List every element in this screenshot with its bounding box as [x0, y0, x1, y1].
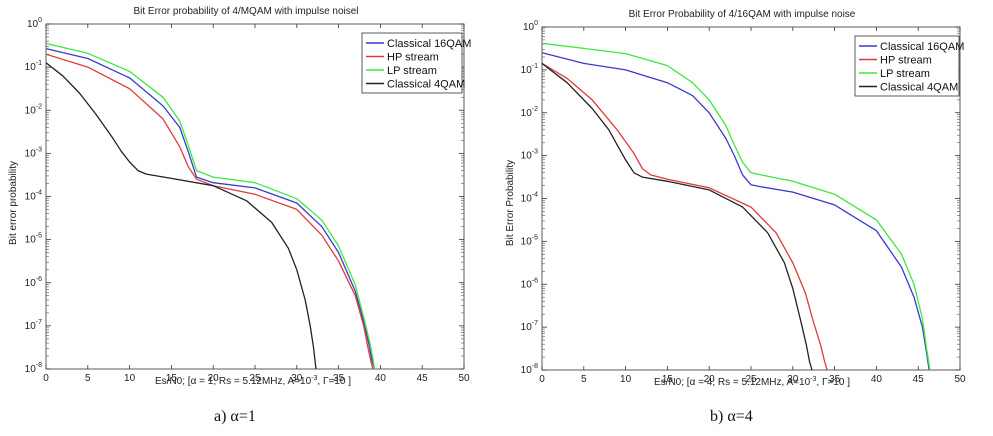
- chart-b-xlabel: Es/N0; [α = 4; Rs = 5.12MHz, A=10-3, Γ=1…: [654, 376, 850, 388]
- chart-a-legend-label: LP stream: [387, 65, 437, 77]
- chart-b-ylabel: Bit Error Probability: [505, 160, 516, 246]
- chart-a-ytick-label: 10-5: [25, 233, 42, 246]
- chart-b-ytick-label: 10-1: [521, 63, 538, 76]
- chart-b-ytick-label: 10-7: [521, 320, 538, 333]
- chart-a-legend-label: HP stream: [387, 52, 439, 64]
- chart-a-xtick-label: 40: [375, 373, 387, 384]
- chart-b-ytick-label: 10-2: [521, 106, 538, 119]
- chart-a-series-2-line: [46, 42, 376, 369]
- chart-b-legend-label: HP stream: [880, 55, 932, 67]
- chart-a-ytick-label: 10-7: [25, 319, 42, 332]
- chart-a-xtick-label: 45: [417, 373, 429, 384]
- caption-a: a) α=1: [214, 408, 256, 425]
- chart-b-xtick-label: 30: [787, 374, 799, 385]
- chart-b-xtick-label: 35: [829, 374, 841, 385]
- chart-a-xlabel-sup: -3: [311, 375, 317, 382]
- chart-a-xtick-label: 30: [291, 373, 303, 384]
- chart-b: Bit Error Probability of 4/16QAM with im…: [505, 9, 966, 388]
- chart-b-xlabel-post: , Γ=10 ]: [816, 377, 850, 388]
- chart-b-xlabel-sup: -3: [810, 376, 816, 383]
- chart-b-legend-label: LP stream: [880, 68, 930, 80]
- chart-b-ytick-label: 100: [523, 20, 538, 33]
- chart-b-xtick-label: 15: [662, 374, 674, 385]
- chart-a-ytick-label: 10-3: [25, 146, 42, 159]
- chart-a-xtick-label: 5: [85, 373, 91, 384]
- chart-a-xtick-label: 20: [208, 373, 220, 384]
- chart-b-ytick-label: 10-8: [521, 363, 538, 376]
- chart-a-ytick-label: 100: [27, 17, 42, 30]
- chart-a-xlabel-post: , Γ=10 ]: [317, 376, 351, 387]
- chart-a-series-3-line: [46, 62, 317, 369]
- chart-a-ytick-label: 10-4: [25, 190, 42, 203]
- chart-a-xtick-label: 50: [458, 373, 470, 384]
- chart-a-legend-label: Classical 16QAM: [387, 38, 471, 50]
- chart-a-xtick-label: 15: [166, 373, 178, 384]
- chart-a-xlabel-pre: Es/N0; [α = 1; Rs = 5.12MHz, A=10: [155, 376, 312, 387]
- caption-b: b) α=4: [710, 408, 753, 425]
- chart-b-ytick-label: 10-6: [521, 277, 538, 290]
- chart-a-ytick-label: 10-1: [25, 60, 42, 73]
- chart-b-xtick-label: 5: [581, 374, 587, 385]
- chart-b-series-1-line: [542, 62, 828, 370]
- chart-b-xtick-label: 25: [745, 374, 757, 385]
- chart-a-xlabel: Es/N0; [α = 1; Rs = 5.12MHz, A=10-3, Γ=1…: [155, 375, 351, 387]
- chart-b-ytick-label: 10-3: [521, 149, 538, 162]
- chart-b-ytick-label: 10-4: [521, 192, 538, 205]
- chart-b-xtick-label: 45: [913, 374, 925, 385]
- chart-b-ytick-label: 10-5: [521, 234, 538, 247]
- chart-b-legend-label: Classical 16QAM: [880, 41, 964, 53]
- chart-b-xtick-label: 20: [704, 374, 716, 385]
- chart-a-xtick-label: 0: [43, 373, 49, 384]
- chart-b-series-0-line: [542, 52, 930, 370]
- chart-a: Bit Error probability of 4/MQAM with imp…: [8, 6, 471, 387]
- chart-a-series-1-line: [46, 53, 374, 369]
- chart-a-title: Bit Error probability of 4/MQAM with imp…: [133, 6, 358, 17]
- chart-b-xtick-label: 0: [539, 374, 545, 385]
- chart-a-ytick-label: 10-8: [25, 362, 42, 375]
- chart-a-legend-label: Classical 4QAM: [387, 79, 465, 91]
- chart-b-xtick-label: 50: [954, 374, 966, 385]
- chart-a-ytick-label: 10-2: [25, 103, 42, 116]
- chart-b-title: Bit Error Probability of 4/16QAM with im…: [629, 9, 856, 20]
- chart-a-xtick-label: 10: [124, 373, 136, 384]
- chart-a-series-0-line: [46, 47, 376, 369]
- chart-b-xtick-label: 40: [871, 374, 883, 385]
- chart-a-xtick-label: 35: [333, 373, 345, 384]
- chart-a-ytick-label: 10-6: [25, 276, 42, 289]
- chart-b-series-2-line: [542, 42, 931, 370]
- chart-b-series-3-line: [542, 62, 813, 370]
- chart-b-xlabel-pre: Es/N0; [α = 4; Rs = 5.12MHz, A=10: [654, 377, 811, 388]
- chart-b-legend-label: Classical 4QAM: [880, 82, 958, 94]
- chart-a-xtick-label: 25: [249, 373, 261, 384]
- chart-b-xtick-label: 10: [620, 374, 632, 385]
- chart-a-ylabel: Bit error probability: [8, 161, 19, 245]
